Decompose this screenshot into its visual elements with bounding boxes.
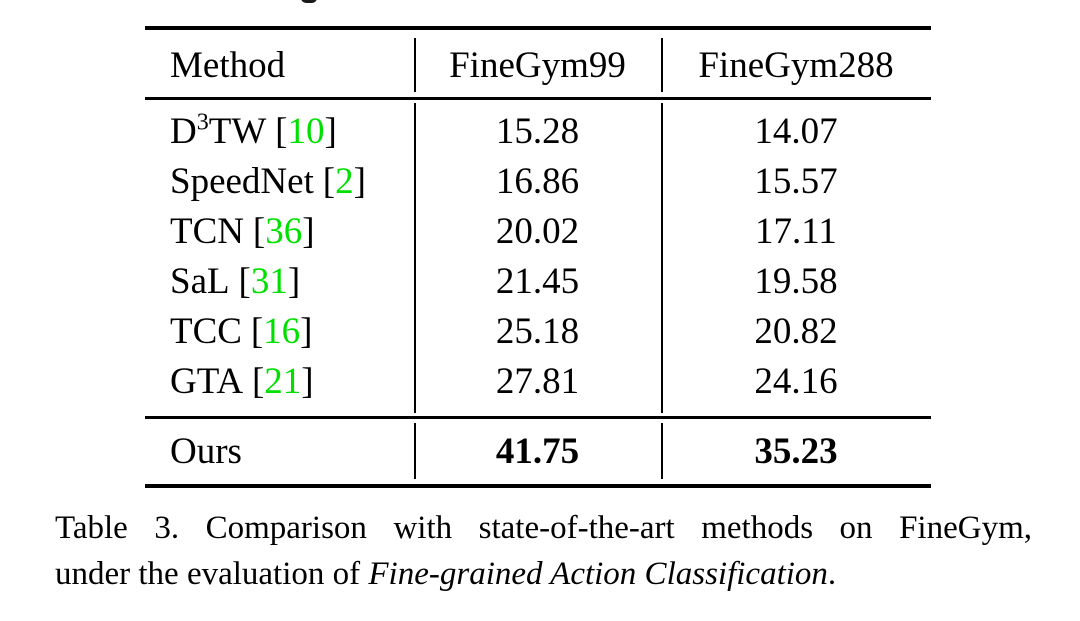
column-divider — [414, 103, 416, 413]
bracket: ] — [287, 260, 301, 302]
ours-finegym288-value: 35.23 — [754, 430, 838, 472]
method-name: TCC — [170, 310, 242, 352]
citation: [10] — [275, 111, 337, 152]
table-ours-separator-rule — [145, 416, 931, 419]
method-name: SaL — [170, 260, 230, 302]
header-finegym288: FineGym288 — [698, 44, 894, 86]
table-top-rule — [145, 26, 931, 30]
caption-italic-text: Fine-grained Action Classification — [368, 556, 828, 592]
method-name: D — [170, 110, 197, 152]
column-divider — [414, 38, 416, 92]
bracket: ] — [302, 210, 315, 252]
table-row: TCC [16] 25.18 20.82 — [145, 313, 931, 350]
finegym99-value: 21.45 — [495, 260, 580, 302]
caption-text: . — [827, 556, 837, 592]
method-name: GTA — [170, 360, 244, 402]
bracket: ] — [353, 160, 366, 202]
citation-link[interactable]: 2 — [335, 160, 354, 202]
header-finegym99: FineGym99 — [449, 44, 626, 86]
table-bottom-rule — [145, 484, 931, 488]
finegym288-value: 24.16 — [754, 360, 838, 402]
table-caption: Table 3. Comparison with state-of-the-ar… — [55, 505, 1032, 597]
table-row: SaL [31] 21.45 19.58 — [145, 263, 931, 300]
caption-text: under the evaluation of — [55, 556, 369, 592]
bracket: [ — [251, 360, 265, 402]
method-cell: SpeedNet [2] — [145, 163, 414, 200]
bracket: ] — [324, 110, 337, 152]
citation-link[interactable]: 31 — [250, 260, 288, 302]
finegym288-value: 17.11 — [755, 210, 837, 252]
finegym99-value: 15.28 — [495, 110, 580, 152]
header-method: Method — [170, 44, 286, 86]
citation: [31] — [238, 261, 300, 302]
citation: [2] — [323, 161, 366, 202]
bracket: [ — [275, 110, 288, 152]
finegym288-value: 15.57 — [754, 160, 838, 202]
finegym99-value: 20.02 — [495, 210, 580, 252]
table-row: GTA [21] 27.81 24.16 — [145, 363, 931, 400]
citation: [16] — [251, 311, 313, 352]
method-cell: SaL [31] — [145, 263, 414, 300]
finegym99-value: 27.81 — [495, 360, 580, 402]
bracket: [ — [252, 210, 266, 252]
table-row: SpeedNet [2] 16.86 15.57 — [145, 163, 931, 200]
citation-link[interactable]: 16 — [263, 310, 301, 352]
method-name: TW — [208, 110, 267, 152]
caption-line-2: under the evaluation of Fine-grained Act… — [55, 551, 1032, 597]
bracket: [ — [322, 160, 336, 202]
method-cell: TCC [16] — [145, 313, 414, 350]
table-row: TCN [36] 20.02 17.11 — [145, 213, 931, 250]
finegym288-value: 20.82 — [754, 310, 838, 352]
method-superscript: 3 — [196, 109, 209, 136]
bracket: ] — [300, 310, 313, 352]
table-header-rule — [145, 97, 931, 100]
finegym288-value: 19.58 — [754, 260, 838, 302]
column-divider — [661, 103, 663, 413]
finegym288-value: 14.07 — [754, 110, 838, 152]
ours-finegym99-value: 41.75 — [495, 430, 580, 472]
citation: [36] — [253, 211, 315, 252]
caption-line-1: Table 3. Comparison with state-of-the-ar… — [55, 510, 1032, 546]
table-header-row: Method FineGym99 FineGym288 — [145, 38, 931, 92]
method-cell: TCN [36] — [145, 213, 414, 250]
citation-link[interactable]: 21 — [264, 360, 302, 402]
ours-label: Ours — [170, 430, 242, 472]
method-name: SpeedNet — [170, 160, 314, 202]
column-divider — [414, 423, 416, 479]
citation-link[interactable]: 36 — [265, 210, 303, 252]
bracket: [ — [250, 310, 264, 352]
finegym99-value: 16.86 — [495, 160, 580, 202]
ours-row: Ours 41.75 35.23 — [145, 424, 931, 478]
method-cell: GTA [21] — [145, 363, 414, 400]
method-cell: D3TW [10] — [145, 110, 414, 152]
citation-link[interactable]: 10 — [287, 110, 325, 152]
bracket: ] — [301, 360, 314, 402]
column-divider — [661, 38, 663, 92]
table-body: D3TW [10] 15.28 14.07 SpeedNet [2] 16.86 1… — [145, 106, 931, 406]
column-divider — [661, 423, 663, 479]
finegym99-value: 25.18 — [495, 310, 580, 352]
table-row: D3TW [10] 15.28 14.07 — [145, 110, 931, 152]
cropped-glyph-artifact — [301, 0, 317, 3]
method-name: TCN — [170, 210, 244, 252]
citation: [21] — [252, 361, 314, 402]
bracket: [ — [238, 260, 251, 302]
